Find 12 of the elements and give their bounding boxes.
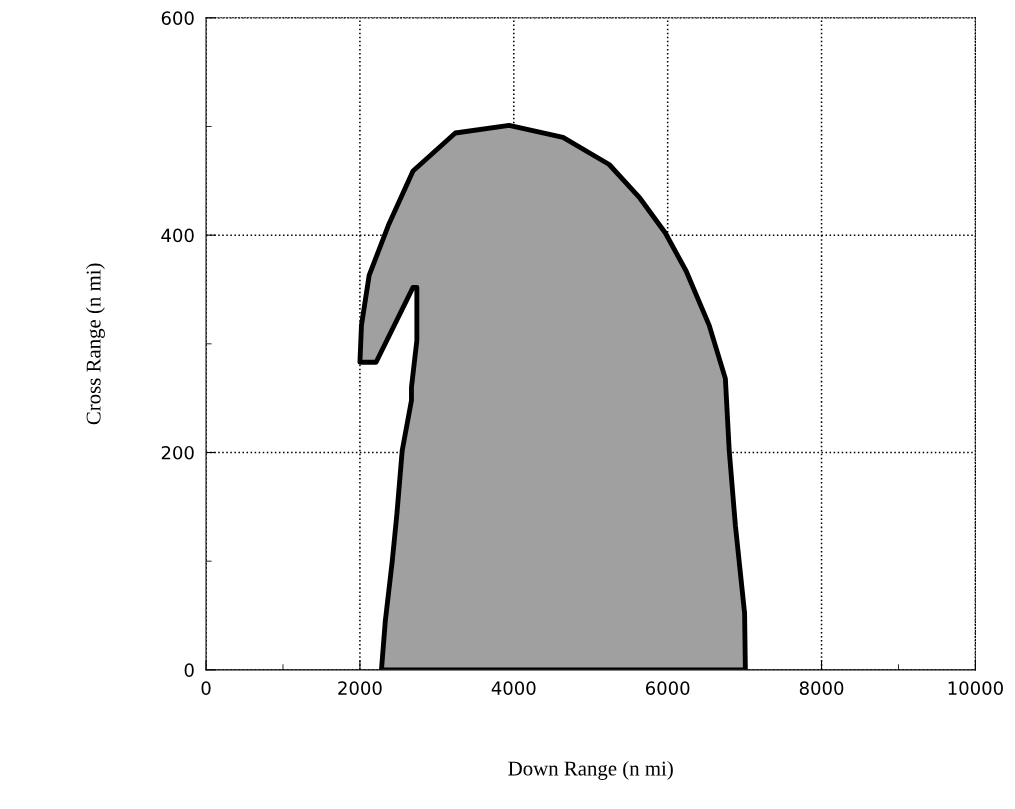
- y-tick-label: 0: [184, 663, 194, 677]
- y-tick-label: 200: [161, 445, 194, 460]
- x-tick-label: 6000: [645, 681, 690, 695]
- y-tick-label: 400: [161, 228, 194, 243]
- x-axis-title: Down Range (n mi): [508, 760, 673, 780]
- x-tick-label: 10000: [948, 681, 1003, 695]
- x-tick-label: 2000: [338, 681, 382, 695]
- y-axis-title: Cross Range (n mi): [85, 263, 105, 425]
- y-tick-label: 600: [161, 11, 194, 25]
- x-tick-label: 8000: [799, 681, 844, 695]
- x-tick-label: 0: [201, 681, 211, 695]
- x-tick-label: 4000: [491, 681, 536, 695]
